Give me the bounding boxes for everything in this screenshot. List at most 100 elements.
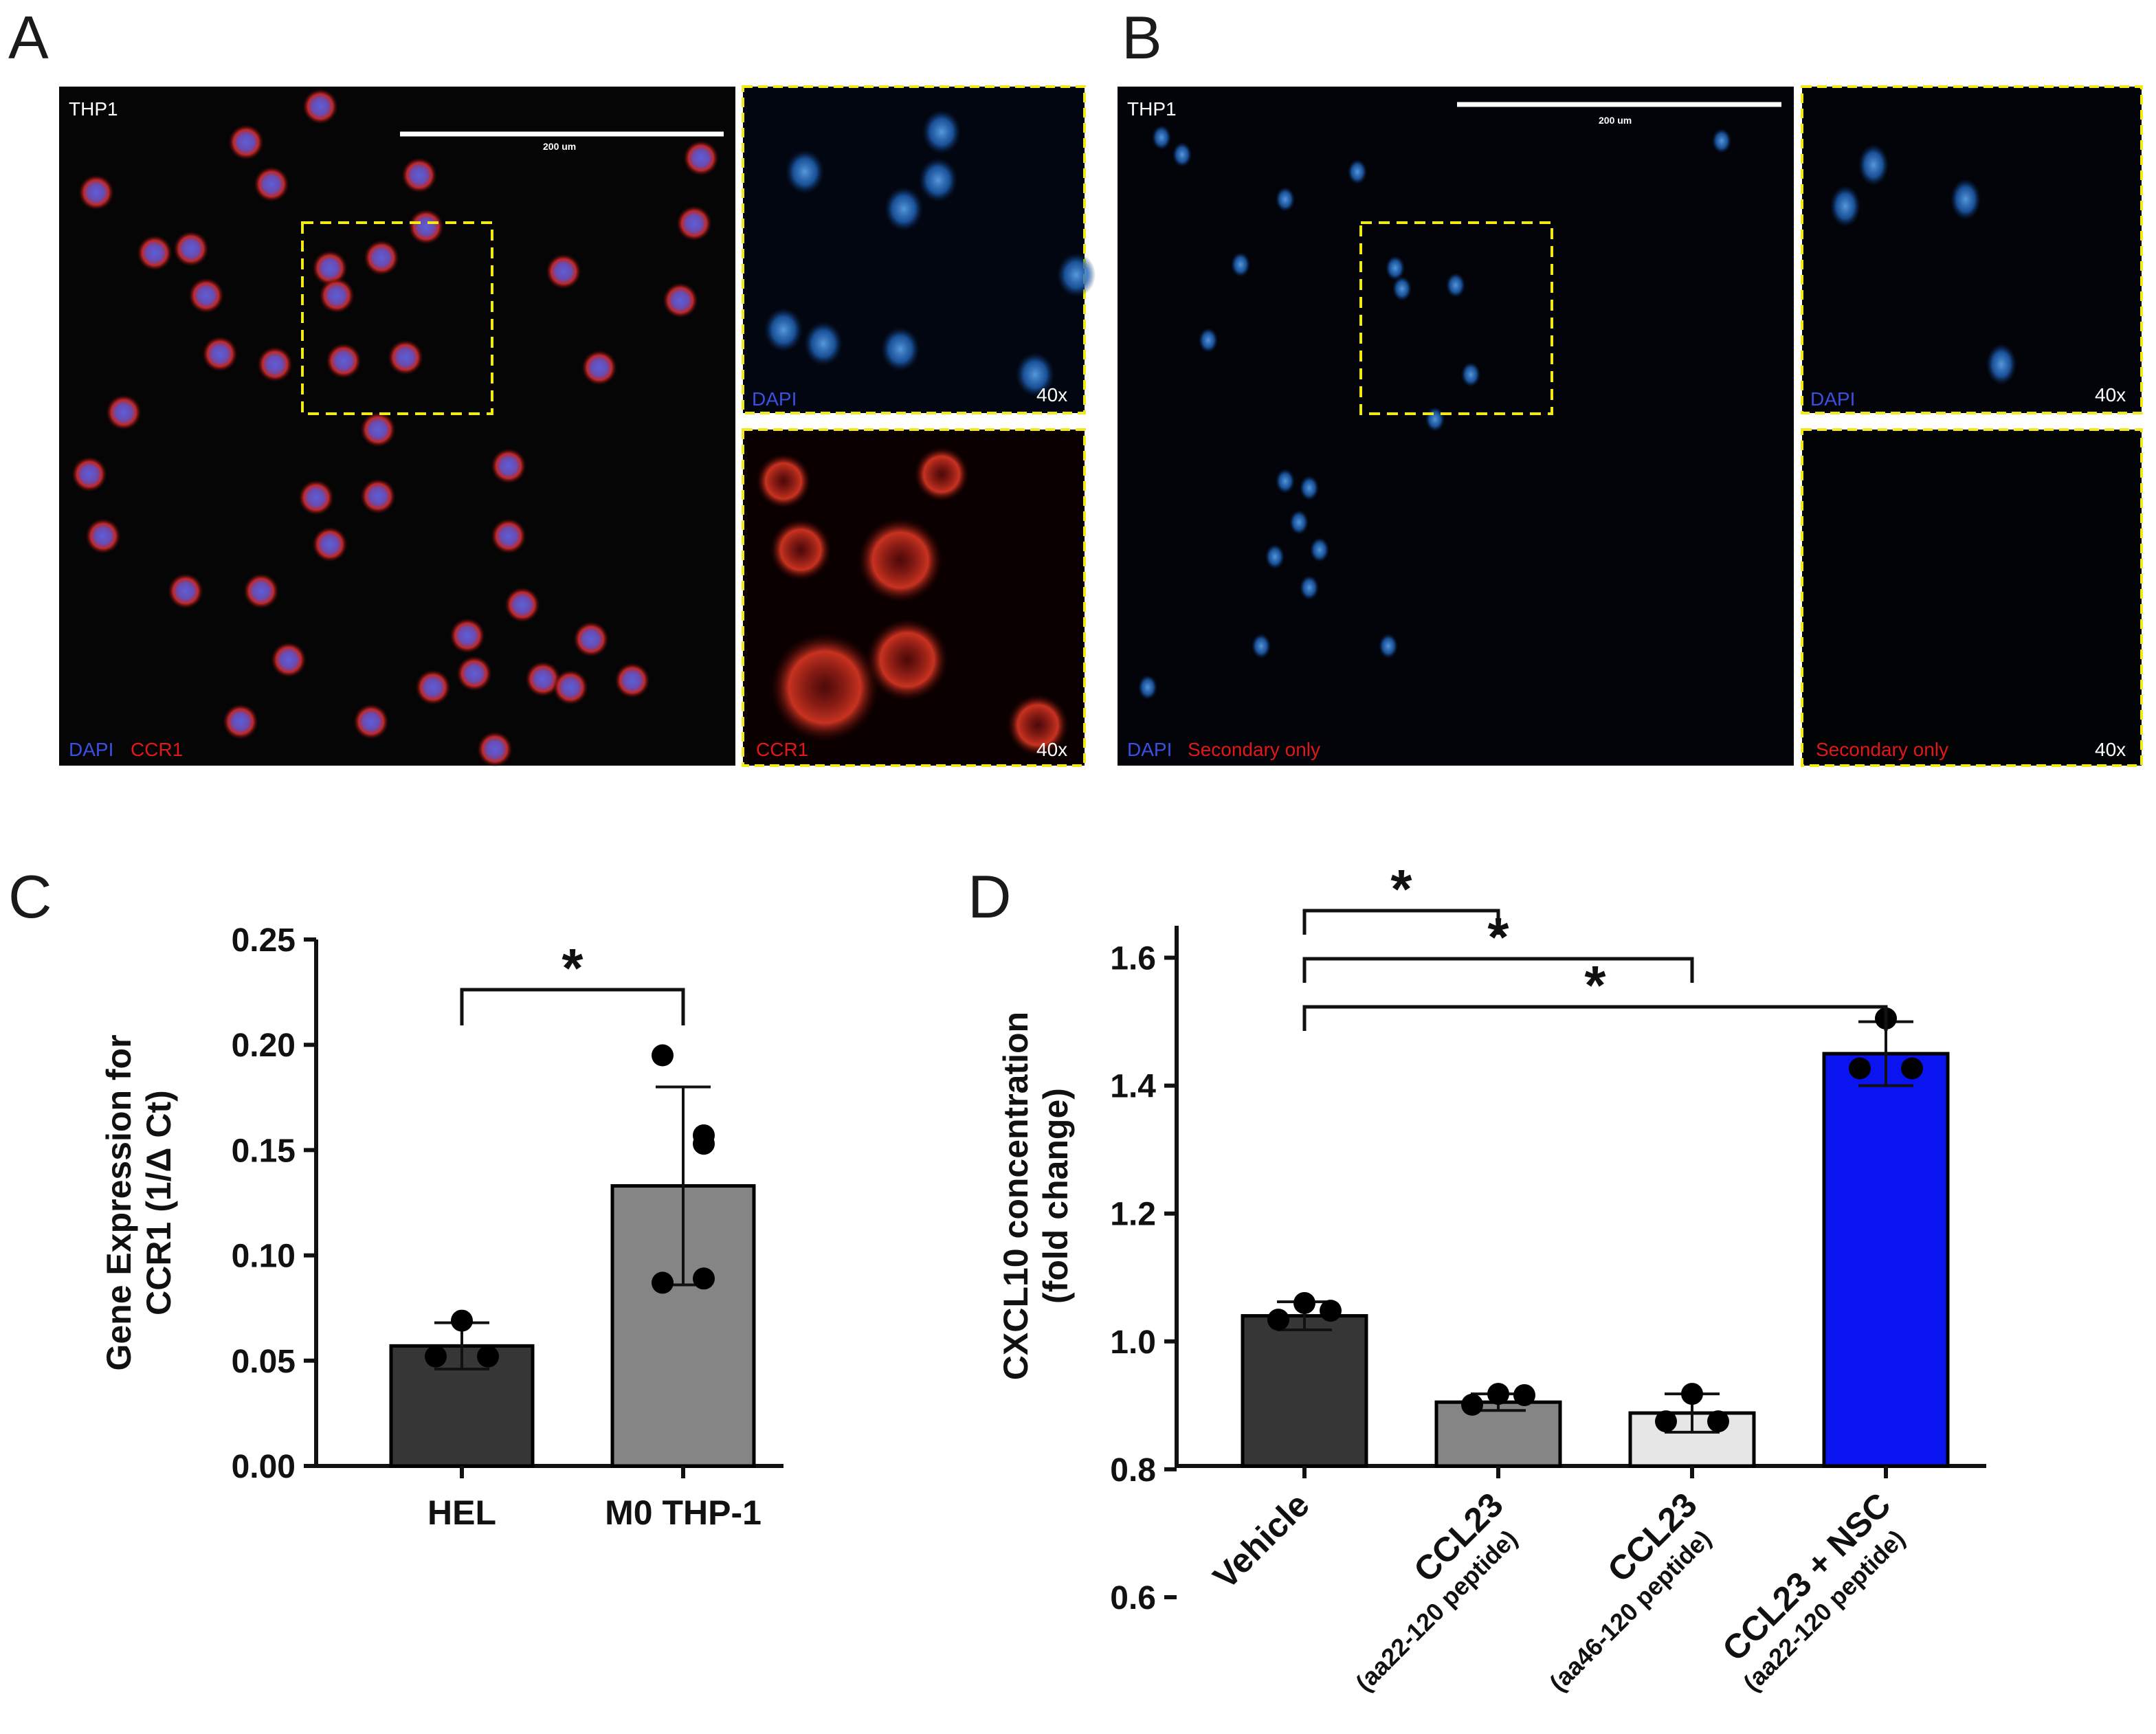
inset-a-nucleus-5: [804, 322, 843, 366]
cell-b-9: [1461, 362, 1480, 387]
chart-d-point-3-1: [1849, 1057, 1871, 1080]
chart-d-point-0-1: [1267, 1309, 1289, 1331]
chart-d-x-label-main-0: Vehicle: [1205, 1485, 1316, 1596]
inset-a-cell-4: [770, 632, 880, 742]
cell-a-9: [364, 240, 399, 276]
chart-d-point-3-2: [1901, 1057, 1923, 1080]
chart-d-bar-0: [1241, 1314, 1368, 1468]
panel-b-inset-secondary-label: Secondary only: [1816, 739, 1948, 760]
cell-a-15: [257, 346, 293, 382]
cell-b-10: [1425, 407, 1445, 432]
chart-d-y-label-line-1: (fold change): [1036, 1088, 1075, 1304]
inset-a-cell-1: [914, 447, 969, 502]
panel-b-inset-dapi-label: DAPI: [1810, 388, 1855, 410]
panel-b-secondary-label: Secondary only: [1188, 739, 1320, 760]
chart-c-y-tick-label-2: 0.10: [232, 1238, 296, 1275]
panel-a-inset-dapi-mag: 40x: [1036, 384, 1067, 405]
chart-d-y-tick-label-3: 1.2: [1110, 1197, 1156, 1233]
cell-a-4: [302, 89, 338, 124]
cell-a-17: [106, 394, 142, 430]
cell-a-28: [676, 205, 712, 241]
chart-d-point-0-2: [1320, 1300, 1342, 1322]
chart-c-point-1-2: [693, 1124, 715, 1146]
panel-b-dapi-label: DAPI: [1127, 739, 1172, 760]
cell-a-41: [477, 731, 513, 767]
chart-d: 0.6 0.8 1.0 1.2 1.4 1.6 CXCL10 concentration(f…: [997, 858, 1986, 1697]
cell-b-18: [1379, 634, 1398, 658]
cell-a-31: [504, 587, 540, 623]
cell-a-3: [188, 278, 224, 313]
inset-b-nucleus-2: [1951, 179, 1981, 220]
panel-a-inset-dapi-nuclei: [764, 110, 1096, 397]
panel-b-inset-dapi: [1801, 85, 2143, 414]
cell-b-1: [1173, 142, 1192, 167]
chart-d-y-label-line-0: CXCL10 concentration: [997, 1012, 1035, 1380]
panel-a-main-image: [59, 87, 735, 766]
panel-b-inset-secondary-mag: 40x: [2095, 739, 2126, 760]
chart-d-sig-star-2: *: [1584, 955, 1606, 1016]
cell-a-29: [663, 282, 698, 318]
chart-d-x-label-1: CCL23(aa22-120 peptide): [1350, 1485, 1522, 1697]
cell-a-36: [614, 663, 650, 698]
chart-d-point-1-2: [1513, 1383, 1535, 1406]
cell-a-20: [168, 573, 203, 609]
cell-a-11: [319, 278, 355, 313]
cell-a-38: [243, 573, 279, 609]
panel-a-inset-ccr1-label: CCR1: [756, 739, 808, 760]
cell-b-4: [1231, 252, 1250, 277]
chart-d-sig-star-0: *: [1390, 858, 1412, 920]
cell-b-12: [1300, 476, 1319, 500]
cell-a-19: [85, 518, 121, 554]
cell-a-13: [360, 412, 396, 447]
inset-a-nucleus-7: [1057, 253, 1096, 297]
chart-c-y-label-line-1: CCR1 (1/Δ Ct): [140, 1090, 178, 1315]
cell-a-39: [223, 704, 258, 740]
cell-a-25: [491, 518, 526, 554]
cell-b-11: [1276, 469, 1295, 493]
chart-d-y-tick-label-2: 1.0: [1110, 1324, 1156, 1361]
cell-a-8: [408, 209, 444, 245]
chart-d-point-2-2: [1707, 1410, 1729, 1433]
panel-a-inset-ccr1-mag: 40x: [1036, 739, 1067, 760]
chart-c-point-1-3: [652, 1271, 674, 1294]
chart-c-y-label: Gene Expression forCCR1 (1/Δ Ct): [100, 1034, 178, 1370]
cell-b-13: [1289, 510, 1309, 535]
panel-b-letter: B: [1122, 3, 1162, 71]
chart-d-sig-bracket-0: [1302, 909, 1500, 935]
inset-b-nucleus-3: [1986, 344, 2016, 385]
cell-a-22: [312, 526, 348, 562]
inset-a-cell-3: [770, 519, 832, 581]
chart-d-bar-3: [1822, 1052, 1950, 1468]
cell-a-12: [388, 340, 423, 375]
chart-c: 0.00 0.05 0.10 0.15 0.20 0.25 Gene Expression …: [100, 922, 784, 1532]
panel-b-cells: [1138, 125, 1731, 700]
cell-a-10: [312, 250, 348, 286]
inset-a-cell-6: [1007, 694, 1069, 756]
chart-d-y-tick-label-4: 1.4: [1110, 1069, 1156, 1105]
cell-b-20: [1138, 675, 1157, 700]
panel-b: 200 um THP1 DAPI Secondary only DAPI 40x…: [1118, 85, 2143, 767]
panel-d-letter: D: [968, 863, 1012, 931]
panel-a-ccr1-label: CCR1: [131, 739, 183, 760]
cell-a-42: [415, 669, 451, 705]
cell-a-30: [683, 140, 719, 176]
chart-c-y-tick-label-4: 0.20: [232, 1027, 296, 1064]
inset-a-nucleus-1: [919, 158, 957, 202]
panel-b-inset-secondary: [1801, 428, 2143, 767]
cell-a-37: [573, 621, 609, 657]
panel-b-scale-label: 200 um: [1599, 115, 1632, 126]
panel-a-inset-dapi-label: DAPI: [752, 388, 797, 410]
inset-b-nucleus-1: [1830, 186, 1860, 227]
panel-b-roi-box: [1359, 221, 1553, 415]
cell-b-19: [1712, 129, 1731, 153]
chart-d-point-2-1: [1655, 1410, 1677, 1433]
chart-c-point-1-0: [652, 1044, 674, 1067]
inset-a-cell-5: [866, 619, 948, 701]
panel-a-cell-line: THP1: [69, 98, 118, 120]
chart-c-y-tick-label-0: 0.00: [232, 1449, 296, 1485]
cell-a-34: [525, 661, 561, 697]
chart-d-sig-bracket-1: [1302, 957, 1694, 983]
chart-d-point-1-0: [1487, 1383, 1509, 1405]
inset-a-cell-2: [756, 454, 811, 509]
cell-a-43: [271, 642, 307, 678]
